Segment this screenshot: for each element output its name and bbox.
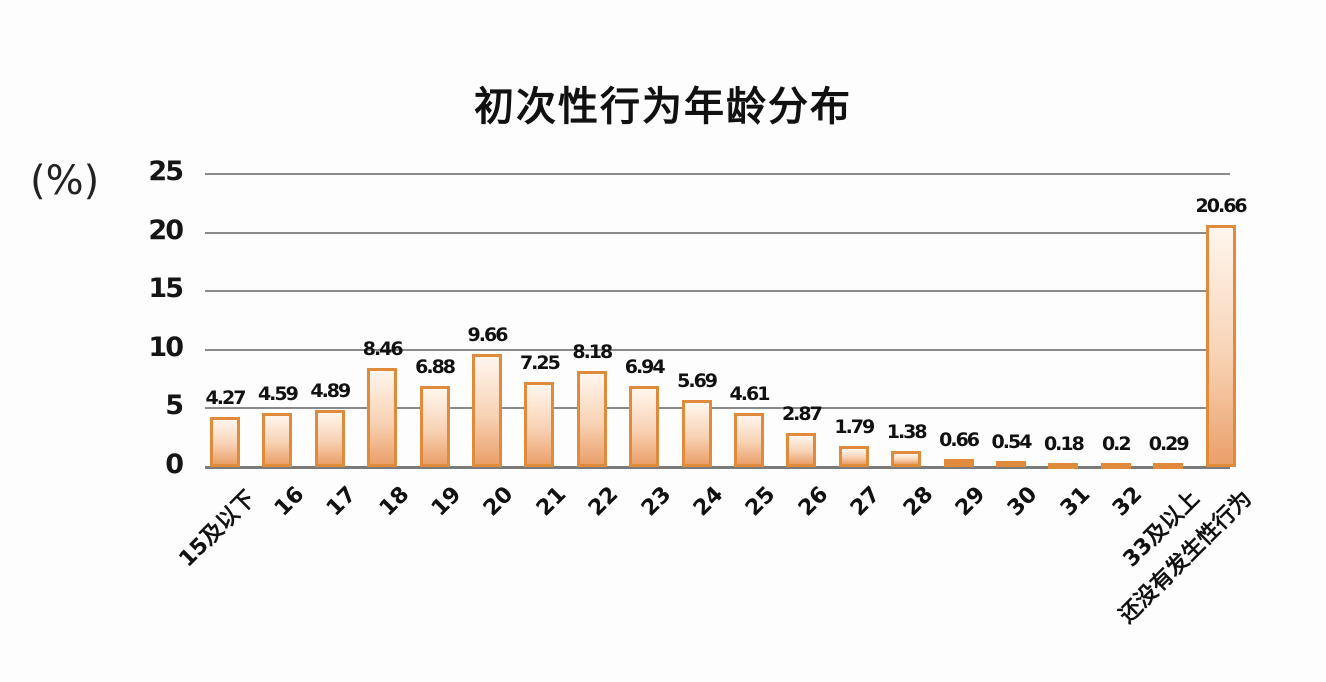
y-tick-label: 15 [148, 273, 184, 305]
x-category-label: 25 [741, 482, 781, 522]
chart-title: 初次性行为年龄分布 [474, 84, 852, 130]
x-category-label: 15及以下 [174, 486, 261, 573]
bar [1100, 463, 1131, 469]
bar [1048, 463, 1079, 469]
bar-value-label: 6.94 [624, 355, 666, 378]
x-category-label: 27 [846, 482, 886, 522]
y-tick-label: 20 [148, 214, 184, 246]
bar-value-label: 1.79 [834, 416, 875, 439]
bar-value-label: 4.89 [310, 379, 351, 402]
x-category-label: 26 [793, 482, 834, 522]
bar [629, 385, 660, 467]
x-category-label: 22 [584, 482, 624, 522]
gridline [205, 407, 1230, 410]
bar [367, 367, 398, 467]
bar [472, 353, 502, 467]
y-tick-label: 0 [165, 449, 184, 480]
bar [210, 416, 240, 467]
bar [419, 386, 450, 467]
bar-value-label: 4.59 [257, 383, 299, 406]
x-category-label: 16 [269, 482, 310, 522]
bar [524, 382, 555, 467]
bar-value-label: 0.18 [1043, 433, 1085, 455]
bar [786, 433, 817, 467]
x-category-label: 28 [898, 482, 938, 522]
x-category-label: 20 [479, 482, 519, 522]
bar-value-label: 0.29 [1148, 433, 1190, 455]
bar-value-label: 20.66 [1195, 194, 1248, 217]
bar [262, 413, 293, 467]
bar [1205, 224, 1236, 467]
gridline [205, 173, 1230, 175]
x-category-label: 23 [636, 482, 676, 522]
bar-value-label: 8.46 [362, 337, 404, 360]
bar [681, 400, 712, 467]
gridline [205, 348, 1230, 351]
bar [943, 459, 974, 467]
x-category-label: 24 [688, 482, 729, 522]
bar-value-label: 6.88 [415, 356, 456, 379]
bar-value-label: 1.38 [886, 420, 928, 443]
bar-value-label: 9.66 [467, 323, 509, 346]
bar-value-label: 5.69 [677, 370, 718, 393]
bar-value-label: 7.25 [519, 352, 561, 375]
bar [996, 460, 1026, 467]
bar [891, 450, 922, 467]
x-axis-baseline [205, 466, 1230, 469]
y-tick-label: 25 [148, 156, 184, 187]
y-axis-unit-label: (%) [30, 158, 100, 204]
bar-value-label: 4.61 [729, 382, 771, 405]
x-category-label: 21 [531, 482, 572, 522]
bar [1153, 463, 1184, 469]
x-category-label: 18 [374, 482, 414, 522]
bar-value-label: 0.2 [1101, 433, 1132, 455]
x-category-label: 17 [322, 482, 362, 522]
bar-value-label: 2.87 [781, 403, 823, 426]
x-category-label: 30 [1003, 482, 1043, 522]
bar-value-label: 0.54 [991, 430, 1033, 453]
bar [576, 371, 607, 467]
x-category-label: 31 [1055, 482, 1096, 522]
y-tick-label: 10 [148, 331, 184, 363]
gridline [205, 290, 1230, 293]
y-tick-label: 5 [165, 390, 184, 422]
bar-value-label: 4.27 [205, 386, 247, 409]
gridline [205, 231, 1230, 234]
bar [734, 412, 764, 467]
bar [838, 446, 869, 467]
bar [314, 409, 345, 467]
bar-value-label: 0.66 [939, 429, 980, 452]
bar-value-label: 8.18 [572, 341, 613, 364]
x-category-label: 29 [950, 482, 991, 522]
x-category-label: 32 [1108, 482, 1148, 522]
x-category-label: 19 [426, 482, 467, 522]
